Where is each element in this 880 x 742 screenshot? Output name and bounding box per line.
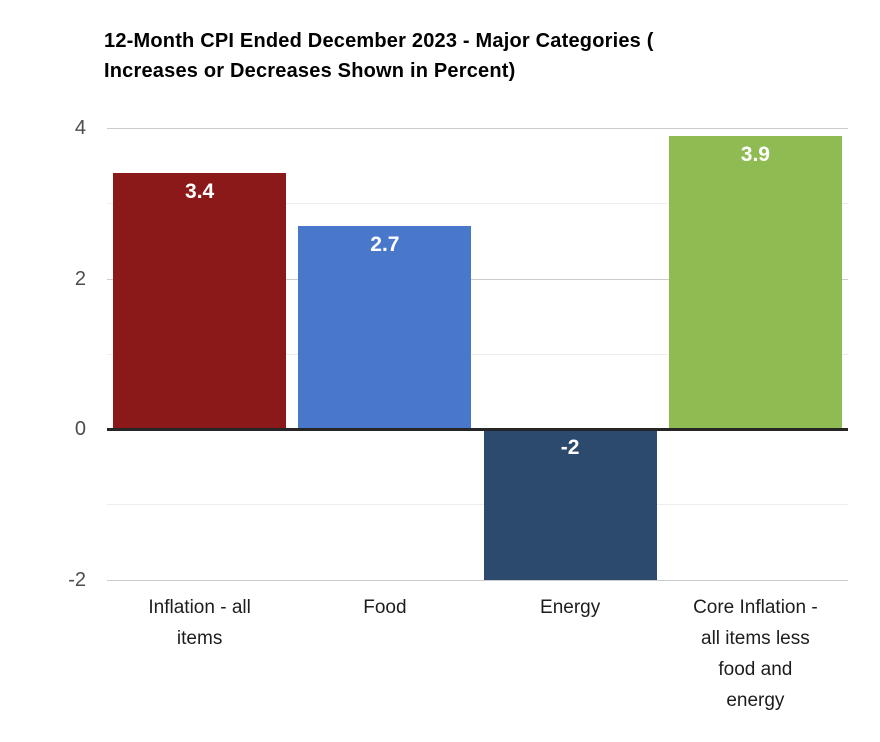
- bar-1: [298, 225, 472, 429]
- zero-baseline: [107, 428, 848, 431]
- minor-gridline-3: [107, 203, 848, 205]
- x-axis-category-label-3: Core Inflation - all items less food and…: [693, 597, 818, 711]
- y-axis-label--2: -2: [68, 568, 86, 591]
- x-axis-category-label-0: Inflation - all items: [148, 597, 251, 649]
- major-gridline--2: [107, 579, 848, 581]
- chart-title-line-2: Increases or Decreases Shown in Percent): [104, 60, 516, 82]
- y-axis-label-0: 0: [74, 418, 86, 440]
- minor-gridline-1: [107, 353, 848, 355]
- chart-title: 12-Month CPI Ended December 2023 - Major…: [104, 26, 654, 86]
- bar-value-label-0: 3.4: [185, 180, 215, 204]
- major-gridline-4: [107, 128, 848, 129]
- bar-value-label-3: 3.9: [740, 142, 770, 166]
- bar-value-label-1: 2.7: [370, 232, 400, 256]
- x-axis-category-label-2: Energy: [540, 597, 601, 618]
- chart-title-line-1: 12-Month CPI Ended December 2023 - Major…: [104, 30, 654, 52]
- y-axis-label-4: 4: [74, 117, 86, 139]
- bar-2: [483, 429, 657, 580]
- minor-gridline--1: [107, 504, 848, 506]
- bar-0: [113, 173, 287, 429]
- x-axis-category-label-1: Food: [363, 597, 407, 618]
- y-axis-label-2: 2: [74, 267, 86, 290]
- bar-3: [668, 135, 842, 429]
- bar-value-label-2: -2: [560, 436, 580, 459]
- major-gridline-2: [107, 278, 848, 280]
